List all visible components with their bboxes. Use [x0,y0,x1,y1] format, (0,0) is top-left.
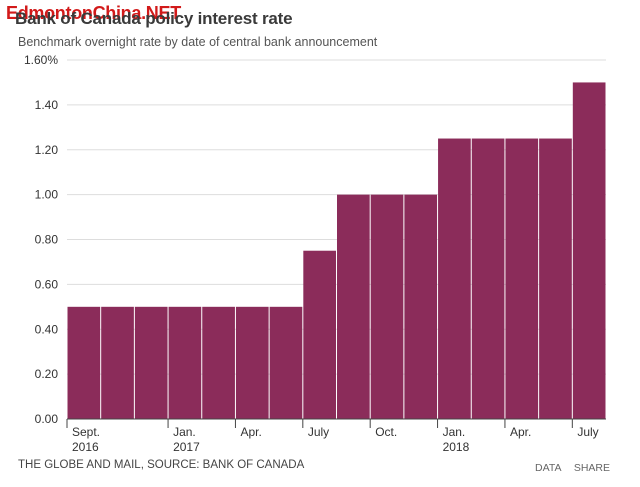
chart-subtitle: Benchmark overnight rate by date of cent… [18,35,378,49]
chart-title: Bank of Canada policy interest rate [15,9,293,28]
x-tick-label: Apr. [510,425,531,439]
y-tick-label: 1.60% [24,53,58,67]
bar [572,82,606,419]
y-tick-label: 0.40 [35,322,59,336]
bars [67,82,606,419]
y-tick-labels: 0.00 0.20 0.40 0.60 0.80 1.00 1.20 1.40 1.60% [24,53,58,426]
x-tick-label: July [577,425,598,439]
x-tick-year-label: 2017 [173,440,200,454]
data-link[interactable]: DATA [535,462,561,474]
bar [101,306,134,419]
y-tick-label: 0.20 [35,367,59,381]
bar [337,194,370,419]
x-tick-label: Apr. [240,425,261,439]
bar [269,306,303,419]
axes [66,418,606,428]
bar [168,306,202,419]
y-tick-label: 1.00 [35,188,59,202]
bar [67,306,101,419]
bar [370,194,404,419]
x-tick-label: July [308,425,329,439]
y-tick-label: 1.40 [35,98,59,112]
y-tick-label: 0.80 [35,233,59,247]
bar [404,194,438,419]
bar [134,306,168,419]
footer-actions: DATA SHARE [525,462,610,474]
x-tick-label: Sept. [72,425,100,439]
bar [471,138,505,419]
bar [303,250,336,419]
x-tick-label: Oct. [375,425,397,439]
bar [539,138,572,419]
bar [505,138,539,419]
y-tick-label: 1.20 [35,143,59,157]
bar [438,138,471,419]
bar [235,306,269,419]
x-tick-label: Jan. [173,425,196,439]
x-tick-year-label: 2016 [72,440,99,454]
watermark-text: EdmontonChina.NET [6,3,181,23]
bar [202,306,235,419]
x-tick-label: Jan. [443,425,466,439]
y-tick-label: 0.00 [35,412,59,426]
y-tick-label: 0.60 [35,277,59,291]
share-link[interactable]: SHARE [573,462,610,474]
x-tick-year-label: 2018 [443,440,470,454]
source-credit: THE GLOBE AND MAIL, SOURCE: BANK OF CANA… [18,459,305,471]
